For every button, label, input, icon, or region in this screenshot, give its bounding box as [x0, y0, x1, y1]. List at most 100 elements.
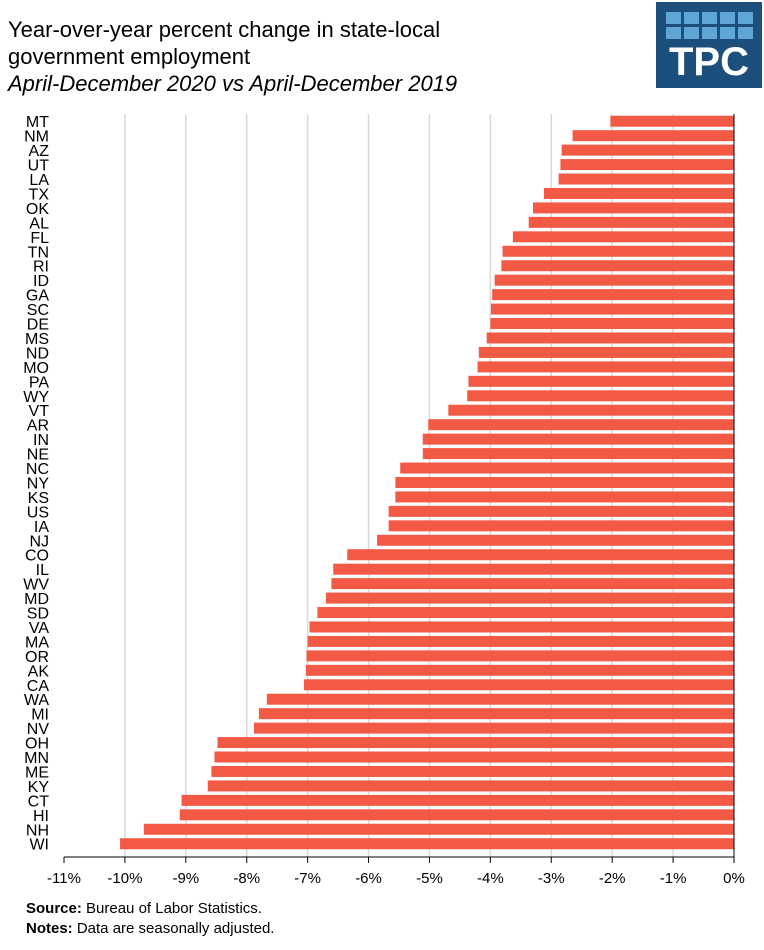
chart-title: Year-over-year percent change in state-l… [8, 17, 441, 42]
category-label-us: US [27, 504, 49, 521]
bar-mn [214, 751, 735, 763]
notes-text: Data are seasonally adjusted. [76, 920, 275, 937]
category-label-ca: CA [27, 678, 50, 695]
bar-nd [478, 346, 734, 358]
x-tick-label: -6% [355, 870, 382, 887]
bar-nm [572, 130, 734, 142]
category-label-nm: NM [24, 129, 49, 146]
bar-oh [217, 737, 734, 749]
category-label-ok: OK [26, 201, 49, 218]
category-label-sd: SD [27, 606, 49, 623]
bar-or [306, 650, 734, 662]
category-label-wa: WA [24, 692, 50, 709]
logo-tile [720, 27, 735, 39]
bar-ca [303, 679, 734, 691]
category-label-nh: NH [26, 822, 49, 839]
category-label-la: LA [29, 172, 49, 189]
source-note: Source: Bureau of Labor Statistics. [26, 899, 274, 919]
bar-nc [400, 462, 734, 474]
category-label-fl: FL [30, 230, 49, 247]
bar-ks [395, 491, 734, 503]
bar-tn [502, 245, 734, 257]
x-tick-label: -10% [107, 870, 142, 887]
x-tick-label: -9% [172, 870, 199, 887]
bar-ct [181, 794, 734, 806]
bar-ny [395, 476, 734, 488]
x-tick-label: -1% [660, 870, 687, 887]
bar-wy [467, 390, 734, 402]
bar-md [325, 592, 734, 604]
bar-mi [258, 708, 734, 720]
category-label-mo: MO [23, 360, 49, 377]
bar-ok [533, 202, 734, 214]
category-label-al: AL [29, 215, 49, 232]
category-labels: MTNMAZUTLATXOKALFLTNRIIDGASCDEMSNDMOPAWY… [23, 114, 50, 854]
bar-az [561, 144, 734, 156]
bar-us [388, 505, 734, 517]
chart-title-block: Year-over-year percent change in state-l… [8, 16, 457, 97]
bar-chart: MTNMAZUTLATXOKALFLTNRIIDGASCDEMSNDMOPAWY… [23, 114, 745, 887]
category-label-nv: NV [27, 721, 50, 738]
category-label-il: IL [36, 562, 49, 579]
category-label-vt: VT [29, 403, 50, 420]
category-label-ny: NY [27, 475, 50, 492]
bar-nv [254, 722, 734, 734]
category-label-ks: KS [28, 490, 49, 507]
bars [120, 115, 735, 850]
logo-tile [702, 12, 717, 24]
bar-al [528, 216, 734, 228]
bar-va [309, 621, 734, 633]
bar-vt [448, 404, 734, 416]
x-tick-label: 0% [723, 870, 745, 887]
logo-tile [684, 12, 699, 24]
bar-in [422, 433, 734, 445]
category-label-wi: WI [29, 837, 49, 854]
logo-tile [720, 12, 735, 24]
category-label-ma: MA [25, 634, 49, 651]
bar-pa [468, 375, 734, 387]
category-label-ri: RI [33, 259, 49, 276]
category-label-ne: NE [27, 447, 49, 464]
bar-sd [317, 607, 734, 619]
bar-me [211, 765, 734, 777]
category-label-ia: IA [34, 519, 49, 536]
source-label: Source: [26, 900, 82, 917]
bar-mo [477, 361, 734, 373]
category-label-nd: ND [26, 345, 49, 362]
bar-nh [143, 823, 735, 835]
notes-note: Notes: Data are seasonally adjusted. [26, 919, 274, 939]
x-axis: -11% -10% -9% -8% -7% -6% -5% -4% -3% -2% -1% 0% [47, 114, 745, 887]
bar-wa [266, 693, 734, 705]
category-label-in: IN [33, 432, 49, 449]
category-label-nj: NJ [29, 533, 49, 550]
notes-label: Notes: [26, 920, 73, 937]
category-label-ky: KY [28, 779, 50, 796]
category-label-me: ME [25, 764, 49, 781]
bar-de [490, 318, 734, 330]
bar-la [558, 173, 734, 185]
logo-tile [738, 12, 753, 24]
bar-sc [490, 303, 734, 315]
chart-title-line-2: government employment [8, 44, 251, 69]
bar-ky [207, 780, 734, 792]
category-label-co: CO [25, 548, 49, 565]
bar-ma [307, 635, 734, 647]
chart-footer: Source: Bureau of Labor Statistics. Note… [26, 899, 274, 939]
category-label-pa: PA [29, 374, 49, 391]
category-label-wy: WY [23, 389, 49, 406]
category-label-ut: UT [28, 158, 50, 175]
bar-wi [120, 838, 734, 850]
category-label-mi: MI [31, 707, 49, 724]
logo-tile [702, 27, 717, 39]
bar-il [333, 563, 734, 575]
bar-fl [512, 231, 734, 243]
logo-tile [684, 27, 699, 39]
bar-nj [377, 534, 734, 546]
category-label-sc: SC [27, 302, 49, 319]
x-tick-label: -3% [538, 870, 565, 887]
tpc-logo: TPC [656, 2, 762, 88]
x-tick-label: -8% [233, 870, 260, 887]
category-label-ak: AK [28, 663, 50, 680]
bar-ar [428, 419, 734, 431]
logo-tile [666, 12, 681, 24]
